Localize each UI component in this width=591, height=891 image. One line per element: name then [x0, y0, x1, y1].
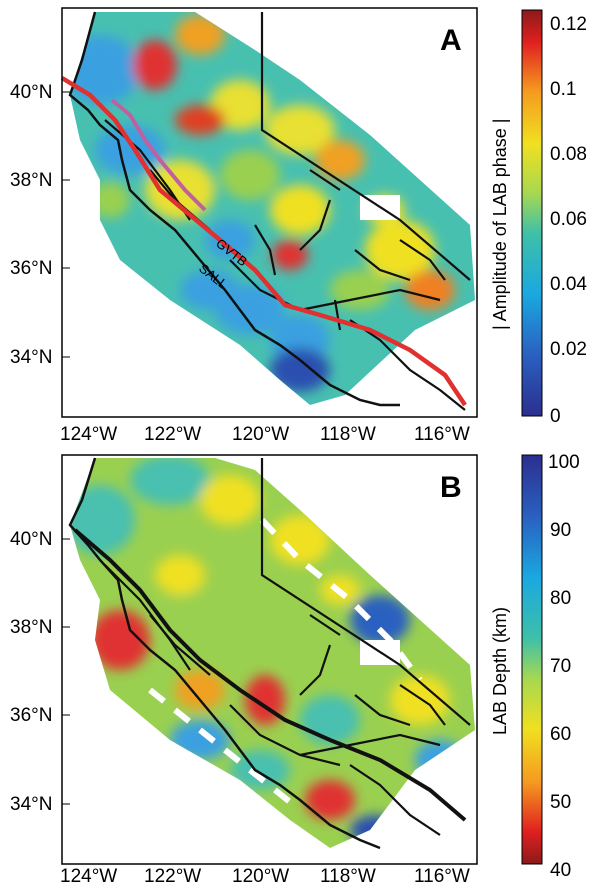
panel-b-label: B	[440, 471, 462, 504]
panel-a-gvtb-line	[110, 98, 207, 212]
panel-b-lat-tick: 38°N	[10, 617, 52, 638]
panel-b-lon-ticks: 124°W 122°W 120°W 118°W 116°W	[60, 866, 470, 887]
panel-a-lat-tick: 36°N	[10, 258, 52, 279]
panel-a-lat-tick: 38°N	[10, 170, 52, 191]
panel-b: B 40°N 38°N 36°N 34°N 124°W 122°W 120°W …	[10, 452, 580, 887]
panel-b-colorbar-label: LAB Depth (km)	[490, 607, 510, 735]
panel-a-state-border	[260, 12, 471, 281]
panel-a-lon-tick: 122°W	[144, 424, 201, 445]
colorbar-tick: 100	[548, 452, 580, 473]
panel-a-lon-tick: 124°W	[60, 424, 117, 445]
panel-a-label: A	[440, 24, 462, 57]
panel-b-lon-tick: 120°W	[232, 866, 289, 886]
panel-a-lon-tick: 118°W	[320, 424, 376, 445]
panel-b-colorbar: 100 90 80 70 60 50 40 LAB Depth (km)	[490, 452, 580, 881]
colorbar-tick: 0	[550, 406, 561, 427]
panel-a-frame	[61, 7, 478, 418]
panel-b-faults	[73, 528, 467, 836]
panel-b-lon-tick: 124°W	[60, 866, 117, 886]
panel-b-lat-tick: 36°N	[10, 705, 52, 726]
panel-b-data-field	[70, 458, 475, 848]
panel-a-lat-ticks: 40°N 38°N 36°N 34°N	[10, 82, 70, 368]
colorbar-tick: 40	[550, 860, 571, 881]
colorbar-tick: 0.02	[550, 339, 587, 360]
panel-b-lat-tick: 34°N	[10, 794, 52, 815]
panel-b-state-border	[260, 458, 471, 726]
panel-b-frame	[61, 454, 478, 865]
panel-a-lon-tick: 116°W	[414, 424, 470, 445]
panel-b-lon-tick: 122°W	[144, 866, 201, 886]
panel-a-lat-tick: 40°N	[10, 82, 52, 103]
colorbar-tick: 90	[550, 520, 571, 541]
panel-a-colorbar-label: | Amplitude of LAB phase |	[490, 119, 510, 330]
panel-b-coastline	[68, 457, 381, 850]
colorbar-tick: 50	[550, 792, 571, 813]
panel-a-plate-boundary	[60, 76, 467, 407]
panel-a: GVTB SALL A 40°N 38°N 36°N 34°N 124°W 12…	[10, 7, 587, 445]
colorbar-tick: 60	[550, 724, 571, 745]
colorbar-tick: 0.12	[550, 14, 587, 35]
colorbar-tick: 80	[550, 588, 571, 609]
panel-b-lon-tick: 116°W	[414, 866, 470, 886]
panel-a-lon-ticks: 124°W 122°W 120°W 118°W 116°W	[60, 424, 470, 445]
panel-a-lon-tick: 120°W	[232, 424, 289, 445]
panel-b-lat-tick: 40°N	[10, 529, 52, 550]
panel-a-coastline	[68, 11, 400, 407]
colorbar-tick: 0.08	[550, 144, 587, 165]
colorbar-tick: 0.06	[550, 209, 587, 230]
panel-a-colorbar: 0.12 0.1 0.08 0.06 0.04 0.02 0 | Amplitu…	[490, 9, 587, 427]
colorbar-tick: 70	[550, 656, 571, 677]
panel-b-lat-ticks: 40°N 38°N 36°N 34°N	[10, 529, 70, 815]
colorbar-tick: 0.04	[550, 274, 587, 295]
panel-a-lat-tick: 34°N	[10, 347, 52, 368]
colorbar-tick: 0.1	[550, 79, 576, 100]
panel-b-lon-tick: 118°W	[320, 866, 376, 886]
